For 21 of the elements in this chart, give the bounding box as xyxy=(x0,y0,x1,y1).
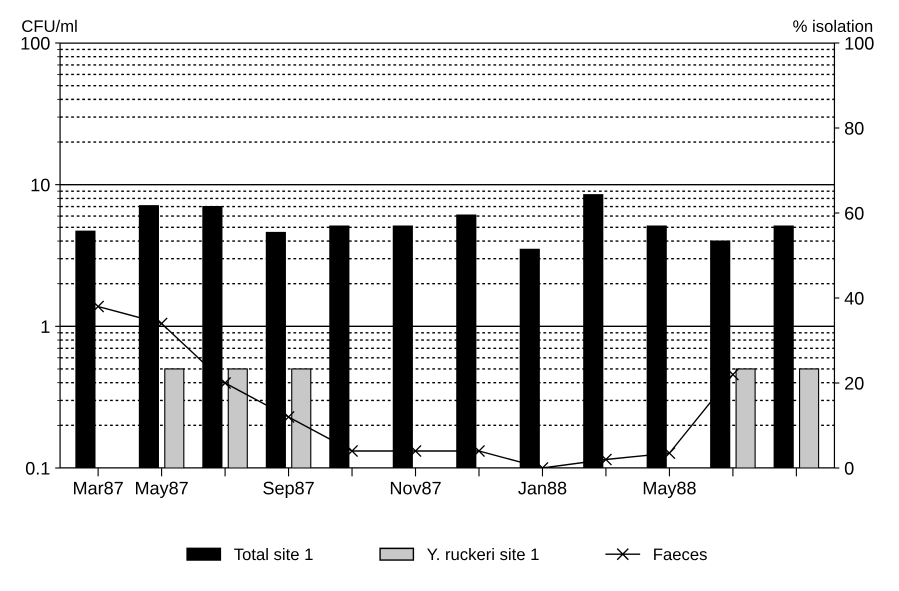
y2-tick-label: 100 xyxy=(846,36,874,50)
y2-tick-label: 80 xyxy=(844,122,864,135)
y-tick-label: 100 xyxy=(22,36,50,50)
y-tick-label: 10 xyxy=(32,178,50,192)
x-tick-label: May88 xyxy=(644,482,696,498)
legend-label: Faeces xyxy=(654,548,707,560)
legend-label: Y. ruckeri site 1 xyxy=(427,548,539,560)
x-tick-label: Jan88 xyxy=(518,482,566,494)
y2-tick-label: 20 xyxy=(845,376,864,390)
y2-axis-title: % isolation xyxy=(793,20,872,32)
y2-tick-label: 0 xyxy=(844,462,854,475)
y-tick-label: 0.1 xyxy=(26,462,50,475)
x-tick-label: Nov87 xyxy=(390,482,441,494)
legend-label: Total site 1 xyxy=(234,548,313,560)
x-tick-label: Sep87 xyxy=(263,482,314,498)
y2-tick-label: 60 xyxy=(845,206,864,220)
y-axis-title: CFU/ml xyxy=(22,20,77,32)
x-tick-label: May87 xyxy=(136,482,188,498)
y-tick-label: 1 xyxy=(42,320,50,333)
x-tick-label: Mar87 xyxy=(74,482,123,494)
y2-tick-label: 40 xyxy=(844,292,864,305)
